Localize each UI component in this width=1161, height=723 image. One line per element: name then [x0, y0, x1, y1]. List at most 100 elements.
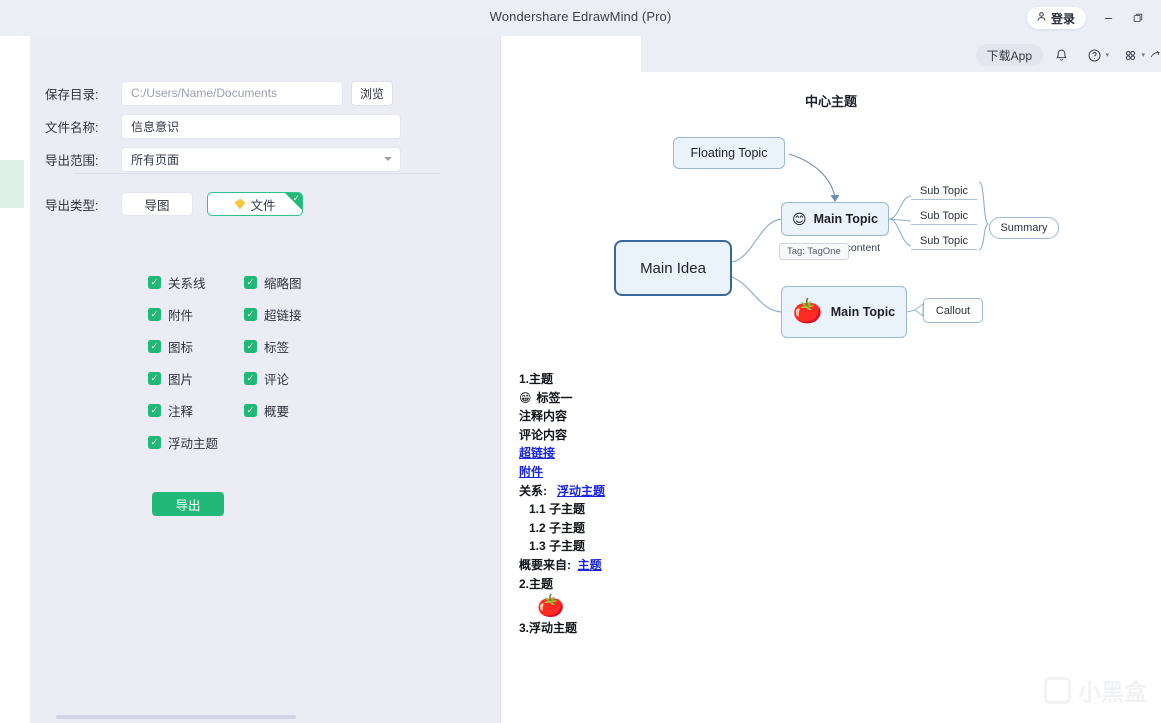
check-icon: ✓ [148, 339, 161, 353]
export-button[interactable]: 导出 [152, 492, 224, 516]
export-type-file-button[interactable]: 文件 ✓ [207, 192, 303, 216]
checkbox-label: 附件 [168, 308, 194, 323]
field-row-directory: 保存目录: C:/Users/Name/Documents 浏览 [45, 80, 485, 106]
node-main-topic-1[interactable]: 😊 Main Topic [781, 202, 889, 236]
background-sidebar-sliver [0, 36, 30, 686]
export-range-select[interactable]: 所有页面 [121, 146, 401, 172]
checkbox-label: 标签 [264, 340, 290, 355]
help-circle-icon[interactable]: ▾ [1087, 46, 1109, 64]
outline-item: 2.主题 [519, 576, 554, 591]
bell-icon[interactable] [1054, 46, 1069, 64]
checkbox-label: 概要 [264, 404, 290, 419]
node-floating-topic[interactable]: Floating Topic [673, 137, 785, 169]
node-summary[interactable]: Summary [989, 217, 1059, 239]
download-app-button[interactable]: 下载App [975, 44, 1043, 66]
tomato-image-icon: 🍅 [792, 298, 823, 325]
outline-item-attachment[interactable]: 附件 [519, 464, 544, 479]
label-file-name: 文件名称: [45, 120, 99, 135]
check-icon: ✓ [148, 435, 161, 449]
app-title: Wondershare EdrawMind (Pro) [489, 9, 672, 24]
chevron-down-icon [384, 156, 392, 161]
label-export-range: 导出范围: [45, 153, 99, 168]
login-button[interactable]: 登录 [1026, 7, 1086, 29]
field-row-range: 导出范围: 所有页面 [45, 146, 485, 172]
outline-list: 1.主题 😁 标签一 注释内容 评论内容 超链接 附件 关系: 浮动主题 1.1… [519, 370, 839, 638]
login-label: 登录 [1050, 11, 1075, 26]
save-directory-input[interactable]: C:/Users/Name/Documents [121, 80, 343, 106]
checkbox-label: 图标 [168, 340, 194, 355]
outline-item: 1.2 子主题 [529, 520, 586, 535]
check-icon: ✓ [244, 371, 257, 385]
minimize-icon[interactable] [1099, 9, 1117, 27]
field-row-filename: 文件名称: 信息意识 [45, 113, 485, 139]
checkbox-label: 注释 [168, 404, 194, 419]
node-sub-topic[interactable]: Sub Topic [911, 235, 977, 250]
check-icon: ✓ [244, 275, 257, 289]
more-tools-icon[interactable] [1149, 46, 1161, 64]
outline-item-tag: 😁 标签一 [519, 389, 839, 408]
grin-emoji-icon: 😁 [519, 390, 532, 405]
secondary-toolbar: 下载App ▾ ▾ [641, 36, 1161, 72]
help-caret-icon: ▾ [1105, 51, 1109, 59]
summary-from-link[interactable]: 主题 [577, 557, 602, 572]
checkbox-option[interactable]: ✓ 标签 [244, 330, 340, 362]
browse-button[interactable]: 浏览 [351, 80, 393, 106]
checkbox-option[interactable]: ✓ 附件 [148, 298, 244, 330]
smiley-emoji-icon: 😊 [792, 211, 807, 227]
relation-label: 关系: [519, 483, 547, 498]
node-main-topic-2-label: Main Topic [830, 305, 896, 319]
checkbox-option[interactable]: ✓ 注释 [148, 394, 244, 426]
export-form: 保存目录: C:/Users/Name/Documents 浏览 文件名称: 信… [45, 80, 485, 179]
export-type-mindmap-button[interactable]: 导图 [121, 192, 193, 216]
form-divider [74, 173, 440, 174]
node-tag-badge: Tag: TagOne [779, 243, 849, 260]
node-callout[interactable]: Callout [923, 298, 983, 323]
sidebar-highlight [0, 160, 24, 208]
selected-corner [285, 193, 302, 210]
checkbox-option[interactable]: ✓ 图标 [148, 330, 244, 362]
check-icon: ✓ [244, 339, 257, 353]
label-save-directory: 保存目录: [45, 87, 99, 102]
outline-item: 评论内容 [519, 427, 568, 442]
horizontal-scrollbar[interactable] [56, 715, 296, 719]
check-icon: ✓ [244, 307, 257, 321]
checkbox-option[interactable]: ✓ 图片 [148, 362, 244, 394]
node-sub-topic[interactable]: Sub Topic [911, 185, 977, 200]
watermark-logo-icon [1044, 676, 1071, 704]
outline-item-relation: 关系: 浮动主题 [519, 482, 839, 501]
relation-target-link[interactable]: 浮动主题 [557, 483, 606, 498]
checkbox-option[interactable]: ✓ 评论 [244, 362, 340, 394]
watermark: 小黑盒 [1044, 673, 1147, 707]
checkbox-label: 评论 [264, 372, 290, 387]
apps-caret-icon: ▾ [1141, 51, 1145, 59]
checkbox-label: 浮动主题 [168, 436, 219, 451]
maximize-restore-icon[interactable] [1129, 9, 1147, 27]
checkbox-option[interactable]: ✓ 浮动主题 [148, 426, 244, 458]
outline-item: 1.3 子主题 [529, 539, 586, 554]
node-main-topic-2[interactable]: 🍅 Main Topic [781, 286, 907, 338]
checkbox-label: 关系线 [168, 276, 206, 291]
checkbox-label: 缩略图 [264, 276, 302, 291]
download-app-label: 下载App [986, 48, 1032, 63]
outline-item: 注释内容 [519, 409, 568, 424]
check-icon: ✓ [148, 403, 161, 417]
export-type-file-label: 文件 [250, 198, 276, 213]
outline-item: 3.浮动主题 [519, 621, 578, 636]
outline-item-hyperlink[interactable]: 超链接 [519, 446, 556, 461]
checkbox-label: 超链接 [264, 308, 302, 323]
checkbox-option[interactable]: ✓ 超链接 [244, 298, 340, 330]
export-range-value: 所有页面 [131, 152, 180, 167]
export-options-checkbox-grid: ✓ 关系线 ✓ 缩略图 ✓ 附件 ✓ 超链接 ✓ 图标 ✓ 标签 [148, 266, 358, 458]
summary-from-label: 概要来自: [519, 557, 571, 572]
check-icon: ✓ [148, 275, 161, 289]
node-sub-topic[interactable]: Sub Topic [911, 210, 977, 225]
file-name-input[interactable]: 信息意识 [121, 113, 401, 139]
checkbox-option[interactable]: ✓ 关系线 [148, 266, 244, 298]
mindmap-center-title: 中心主题 [804, 94, 857, 109]
node-main-idea[interactable]: Main Idea [614, 240, 732, 296]
outline-item: 1.主题 [519, 372, 554, 386]
checkbox-option[interactable]: ✓ 概要 [244, 394, 340, 426]
title-bar: Wondershare EdrawMind (Pro) 登录 [0, 0, 1161, 36]
grid-apps-icon[interactable]: ▾ [1123, 46, 1145, 64]
checkbox-option[interactable]: ✓ 缩略图 [244, 266, 340, 298]
